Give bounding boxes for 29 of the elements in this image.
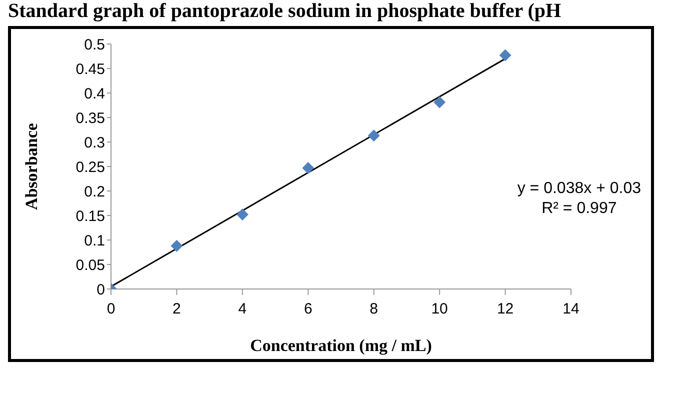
annotation: R² = 0.997 xyxy=(540,199,618,219)
y-tick-label: 0.35 xyxy=(76,110,105,127)
y-tick-label: 0.4 xyxy=(84,85,105,102)
y-tick-label: 0.25 xyxy=(76,158,105,176)
y-tick-label: 0.5 xyxy=(84,36,105,54)
x-tick-label: 8 xyxy=(370,300,378,318)
y-tick-label: 0.05 xyxy=(76,256,105,274)
annotation: y = 0.038x + 0.03 xyxy=(517,179,641,199)
y-tick-label: 0.3 xyxy=(84,134,105,152)
y-tick-label: 0.2 xyxy=(84,183,105,200)
x-tick-label: 4 xyxy=(238,300,247,318)
x-tick-label: 14 xyxy=(562,300,580,318)
point xyxy=(434,96,446,108)
point xyxy=(170,240,183,252)
y-tick-label: 0 xyxy=(96,281,105,298)
x-tick-label: 6 xyxy=(304,300,312,318)
y-axis-title: Absorbance xyxy=(22,122,42,210)
point xyxy=(236,208,248,221)
y-tick-label: 0.1 xyxy=(84,232,105,250)
y-tick-label: 0.15 xyxy=(76,208,105,225)
point xyxy=(499,49,512,62)
point xyxy=(302,162,314,174)
x-tick-label: 12 xyxy=(496,300,514,318)
y-tick-label: 0.45 xyxy=(76,60,105,78)
x-axis-title: Concentration (mg / mL) xyxy=(250,336,432,355)
x-tick-label: 10 xyxy=(431,300,448,318)
chart-title: Standard graph of pantoprazole sodium in phosphate buffer (pH xyxy=(8,0,562,24)
x-tick-label: 2 xyxy=(172,300,181,318)
point xyxy=(368,130,380,142)
